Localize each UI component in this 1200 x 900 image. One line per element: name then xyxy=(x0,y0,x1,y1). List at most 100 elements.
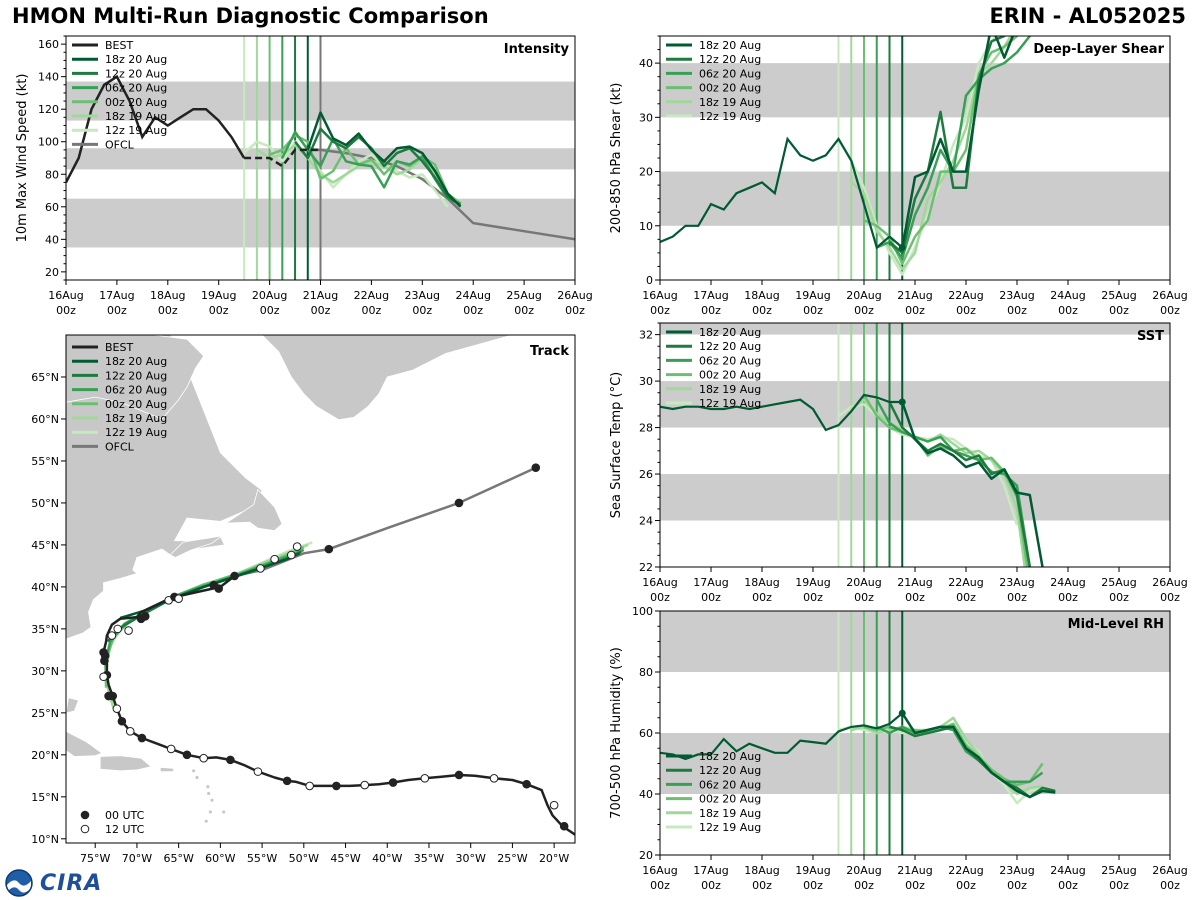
intensity-ofcl-line xyxy=(307,148,575,241)
track-marker-12utc xyxy=(286,550,296,560)
track-frame xyxy=(65,334,576,844)
rh-legend-label: 18z 19 Aug xyxy=(699,807,761,820)
intensity-xtick-label: 17Aug xyxy=(99,289,134,302)
sst-xtick-label: 20Aug xyxy=(846,576,881,589)
track-xtick-label: 20°W xyxy=(539,852,569,865)
sst-band-2 xyxy=(660,323,1170,335)
track-ytick-label: 60°N xyxy=(31,413,59,426)
rh-legend-label: 18z 20 Aug xyxy=(699,750,761,763)
track-ytick-label: 10°N xyxy=(31,833,59,846)
track-marker-12utc xyxy=(305,781,314,791)
sst-ytick-label: 26 xyxy=(639,468,653,481)
track-marker-00utc xyxy=(100,656,109,666)
rh-xtick-sublabel: 00z xyxy=(752,879,772,892)
intensity-series-0 xyxy=(306,111,462,208)
nova-scotia-land xyxy=(169,535,223,558)
rh-xtick-sublabel: 00z xyxy=(1109,879,1129,892)
track-marker-00utc xyxy=(531,463,541,472)
rh-ylabel: 700-500 hPa Humidity (%) xyxy=(609,647,624,819)
intensity-xtick-sublabel: 00z xyxy=(311,304,331,317)
track-marker-00utc xyxy=(214,584,223,593)
intensity-xtick-label: 20Aug xyxy=(252,289,287,302)
shear-xtick-sublabel: 00z xyxy=(650,304,670,317)
intensity-ytick-label: 80 xyxy=(45,168,59,181)
track-marker-00utc xyxy=(226,755,235,765)
sst-ytick-label: 30 xyxy=(639,375,653,388)
track-marker-12utc xyxy=(270,554,279,564)
track-legend-label: 12z 20 Aug xyxy=(105,369,167,382)
track-marker-00utc xyxy=(137,733,147,743)
intensity-xtick-sublabel: 00z xyxy=(412,304,432,317)
intensity-ytick-label: 40 xyxy=(45,233,59,246)
sst-band-0 xyxy=(660,474,1170,521)
track-ytick-label: 25°N xyxy=(31,707,59,720)
shear-series-4 xyxy=(850,36,1013,271)
caribbean-island xyxy=(207,791,211,796)
rh-history-line xyxy=(660,712,904,761)
sst-xtick-label: 17Aug xyxy=(693,576,728,589)
track-title: Track xyxy=(530,344,569,359)
rh-xtick-label: 16Aug xyxy=(642,864,677,877)
shear-xtick-label: 16Aug xyxy=(642,289,677,302)
track-marker-legend-label: 12 UTC xyxy=(105,823,145,836)
track-ytick-label: 20°N xyxy=(31,749,59,762)
sst-legend-label: 18z 20 Aug xyxy=(699,326,761,339)
noaa-logo-icon xyxy=(5,869,33,897)
track-marker-00utc xyxy=(522,779,531,789)
track-marker-00utc xyxy=(104,691,113,701)
cira-logo: CIRA xyxy=(4,868,102,898)
baffin-land xyxy=(66,335,205,420)
rh-series-group xyxy=(660,709,1056,805)
rh-xtick-label: 25Aug xyxy=(1101,864,1136,877)
sst-series-4 xyxy=(850,398,1026,567)
shear-legend-label: 06z 20 Aug xyxy=(699,67,761,80)
track-marker-00utc xyxy=(140,611,150,621)
sst-xtick-sublabel: 00z xyxy=(956,591,976,604)
track-marker-00utc xyxy=(282,776,292,786)
shear-series-3 xyxy=(863,36,1019,265)
intensity-series-group xyxy=(66,36,575,280)
track-legend-label: 00z 20 Aug xyxy=(105,398,167,411)
sst-xtick-label: 26Aug xyxy=(1152,576,1187,589)
sst-legend-label: 18z 19 Aug xyxy=(699,383,761,396)
sst-xtick-label: 21Aug xyxy=(897,576,932,589)
track-best-line xyxy=(102,575,575,836)
rh-xtick-label: 26Aug xyxy=(1152,864,1187,877)
track-legend-label: OFCL xyxy=(105,440,135,453)
intensity-xtick-label: 23Aug xyxy=(405,289,440,302)
shear-band-1 xyxy=(660,63,1170,118)
caribbean-island xyxy=(222,810,226,814)
rh-ytick-label: 40 xyxy=(639,788,653,801)
track-legend-label: 06z 20 Aug xyxy=(105,384,167,397)
track-marker-12utc xyxy=(166,744,176,754)
track-ytick-label: 35°N xyxy=(31,623,59,636)
sst-xtick-sublabel: 00z xyxy=(1160,591,1180,604)
sst-xtick-sublabel: 00z xyxy=(905,591,925,604)
track-marker-12utc xyxy=(420,774,430,783)
track-ytick-label: 15°N xyxy=(31,791,59,804)
rh-legend-label: 06z 20 Aug xyxy=(699,778,761,791)
track-marker-12utc xyxy=(107,631,117,640)
shear-xtick-label: 18Aug xyxy=(744,289,779,302)
track-panel: 75°W 70°W 65°W 60°W 55°W 50°W 45°W 40°W 35°W 30°W… xyxy=(31,334,576,865)
track-marker-00utc xyxy=(388,778,398,787)
sst-xtick-label: 18Aug xyxy=(744,576,779,589)
rh-legend-label: 00z 20 Aug xyxy=(699,793,761,806)
track-marker-12utc xyxy=(253,767,263,776)
cuba-land xyxy=(66,730,103,757)
sst-panel: 22 24 26 28 30 32 16Aug 00z 17Aug 00z 18Aug 00z 19Au… xyxy=(609,322,1188,604)
sst-xtick-sublabel: 00z xyxy=(1058,591,1078,604)
hispaniola-land xyxy=(99,755,152,772)
sst-xtick-sublabel: 00z xyxy=(1007,591,1027,604)
sst-ytick-label: 22 xyxy=(639,561,653,574)
track-xtick-label: 60°W xyxy=(205,852,235,865)
intensity-ytick-label: 140 xyxy=(38,71,59,84)
track-map-group xyxy=(66,335,575,836)
intensity-xtick-sublabel: 00z xyxy=(362,304,382,317)
rh-xtick-sublabel: 00z xyxy=(701,879,721,892)
track-series-4 xyxy=(103,543,309,710)
shear-ylabel: 200-850 hPa Shear (kt) xyxy=(609,83,624,234)
